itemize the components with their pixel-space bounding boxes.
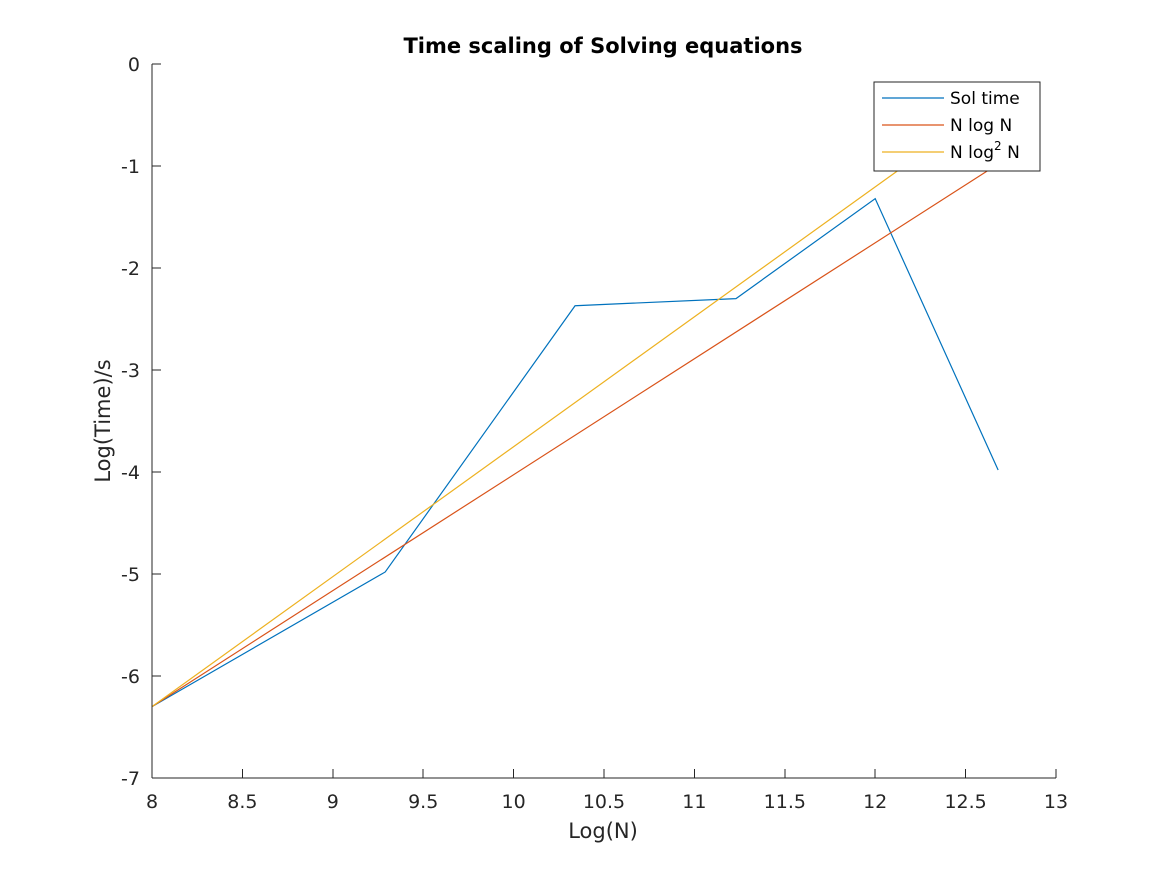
x-tick-label: 10.5 [583,791,625,813]
y-tick-label: -2 [121,258,140,280]
chart-title: Time scaling of Solving equations [403,34,802,58]
y-tick-label: 0 [128,54,140,76]
x-tick-label: 12.5 [944,791,986,813]
series-line-n-log-n [151,160,912,708]
y-axis-title: Log(Time)/s [91,359,115,482]
x-axis: 8 8.5 9 9.5 10 10.5 11 11.5 12 12.5 13 [146,769,1068,813]
x-tick-label: 12 [863,791,887,813]
x-axis-title: Log(N) [568,819,638,843]
series-line-sol-time [151,197,999,708]
y-tick-label: -5 [121,564,140,586]
legend-label-tail: N [1002,143,1020,163]
x-tick-label: 9.5 [408,791,438,813]
series-line-n-log-n [151,163,999,708]
y-tick-label: -1 [121,156,140,178]
x-tick-label: 11 [682,791,706,813]
x-tick-label: 13 [1044,791,1068,813]
y-tick-label: -7 [121,768,140,790]
legend-label-main: N log [950,143,994,163]
x-tick-label: 8 [146,791,158,813]
y-tick-label: -4 [121,462,140,484]
x-tick-label: 8.5 [227,791,257,813]
legend-label-sol-time: Sol time [950,89,1020,109]
legend-label-superscript: 2 [994,139,1002,153]
x-tick-label: 11.5 [764,791,806,813]
y-tick-label: -3 [121,360,140,382]
legend-box [873,81,1041,172]
x-tick-label: 9 [327,791,339,813]
y-axis: 0 -1 -2 -3 -4 -5 -6 -7 [121,54,161,790]
plot-area [151,160,999,708]
x-tick-label: 10 [502,791,526,813]
legend-label-n-log-n: N log2 N [950,139,1020,163]
legend-label-n-log-n: N log N [950,116,1012,136]
y-tick-label: -6 [121,666,140,688]
